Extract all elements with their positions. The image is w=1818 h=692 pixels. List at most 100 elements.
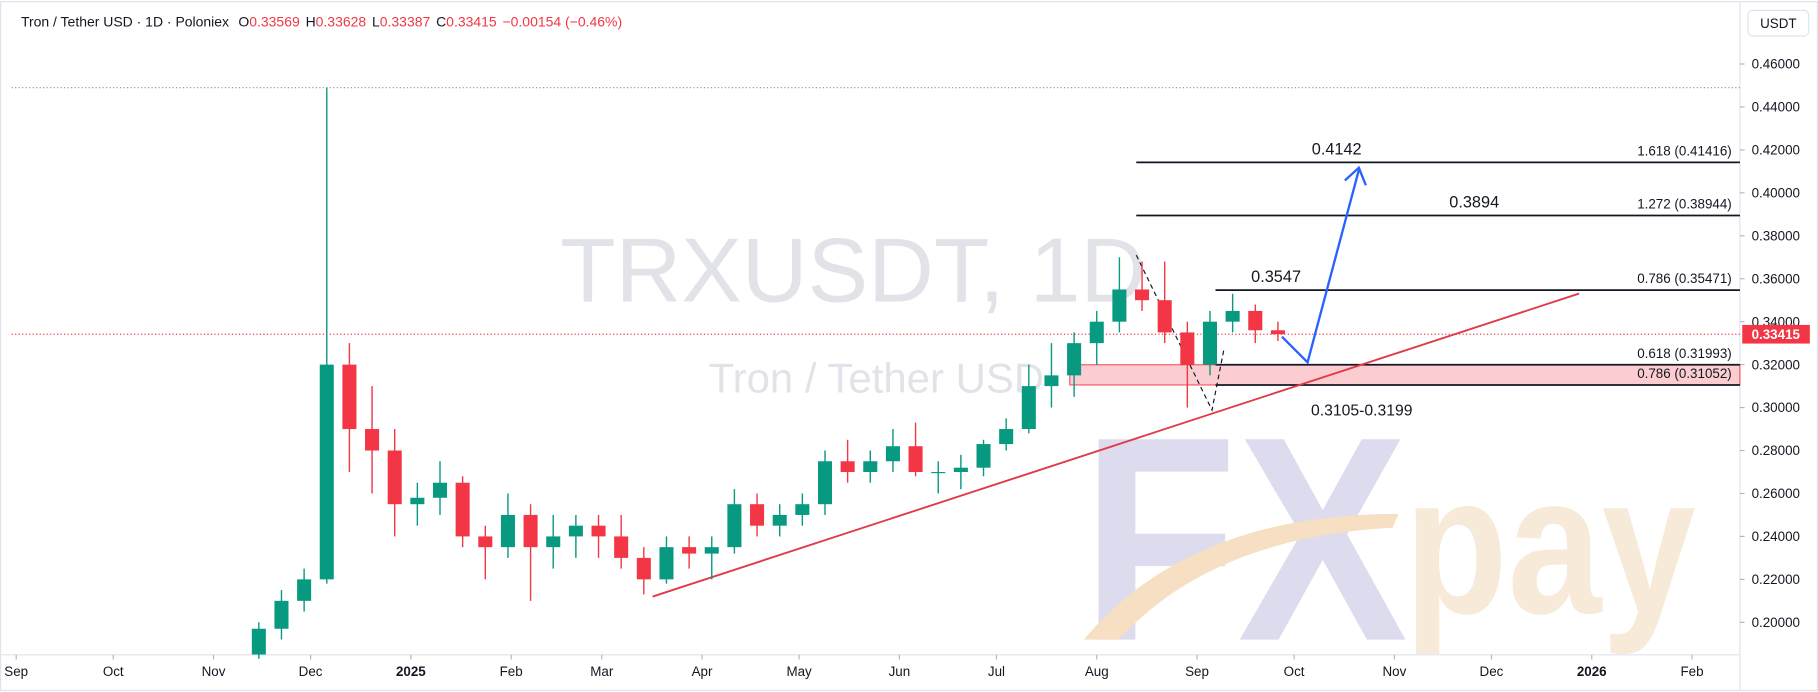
watermark-subtitle: Tron / Tether USD xyxy=(709,355,1045,402)
candle-body xyxy=(568,525,583,537)
x-tick-label: Jun xyxy=(889,664,911,679)
candle-body xyxy=(1180,332,1195,365)
candle-body xyxy=(387,450,402,505)
target-label: 0.3894 xyxy=(1449,193,1499,211)
candle-body xyxy=(817,461,833,505)
candle-body xyxy=(1248,310,1263,331)
trend-line xyxy=(652,292,1580,598)
ohlc-value: 0.33387 xyxy=(380,14,431,30)
candle-body xyxy=(1135,289,1150,301)
chart-title: Tron / Tether USD · 1D · Poloniex xyxy=(21,14,229,30)
x-tick-label: Nov xyxy=(1382,664,1406,679)
candle-body xyxy=(500,514,515,548)
candle-body xyxy=(297,579,312,601)
candle-body xyxy=(1270,330,1285,335)
candle-body xyxy=(591,525,606,537)
last-price-label: 0.33415 xyxy=(1752,327,1801,342)
candle-body xyxy=(1044,375,1059,387)
y-tick-label: 0.24000 xyxy=(1752,529,1800,544)
candle-body xyxy=(1112,289,1127,322)
candle-body xyxy=(908,446,923,472)
arrow-head xyxy=(1344,165,1367,186)
candle-body xyxy=(1157,300,1172,333)
candle-body xyxy=(274,600,289,629)
logo-swoosh xyxy=(1083,513,1399,640)
target-label: 0.4142 xyxy=(1312,140,1362,158)
candle-body xyxy=(614,536,629,558)
candle-body xyxy=(1225,310,1240,322)
target-label: 0.3547 xyxy=(1251,268,1301,286)
header: Tron / Tether USD · 1D · Poloniex O0.3356… xyxy=(21,14,622,30)
logo-fx: FX xyxy=(1081,376,1409,692)
x-tick-label: Feb xyxy=(500,664,523,679)
candle-body xyxy=(750,504,765,526)
axis-unit: USDT xyxy=(1760,16,1796,31)
candle-body xyxy=(251,628,266,655)
candle-body xyxy=(342,364,357,430)
candle-body xyxy=(931,471,946,474)
candle-body xyxy=(885,446,900,462)
x-tick-label: May xyxy=(786,664,812,679)
x-tick-label: Sep xyxy=(1185,664,1209,679)
x-tick-label: Sep xyxy=(4,664,28,679)
fib-label: 0.618 (0.31993) xyxy=(1637,346,1732,361)
watermark: TRXUSDT, 1D xyxy=(560,221,1146,322)
y-tick-label: 0.44000 xyxy=(1752,100,1800,115)
candle-body xyxy=(840,461,855,472)
unit-box[interactable] xyxy=(1747,9,1810,37)
y-tick-label: 0.40000 xyxy=(1752,185,1800,200)
candle-body xyxy=(704,547,719,554)
candle-body xyxy=(772,514,787,526)
fib-label: 0.786 (0.35471) xyxy=(1637,271,1732,286)
y-tick-label: 0.28000 xyxy=(1752,443,1800,458)
candle-body xyxy=(727,504,742,548)
y-tick-label: 0.26000 xyxy=(1752,486,1800,501)
candle-body xyxy=(365,429,380,451)
x-tick-label: Dec xyxy=(299,664,323,679)
candle-body xyxy=(523,514,538,548)
y-tick-label: 0.38000 xyxy=(1752,228,1800,243)
ohlc-key: H xyxy=(306,14,316,30)
x-tick-label: 2025 xyxy=(396,664,426,679)
candle-body xyxy=(432,482,448,498)
ohlc-value: 0.33628 xyxy=(316,14,367,30)
candle-body xyxy=(976,444,991,468)
last-price-box xyxy=(1742,324,1810,344)
x-tick-label: Dec xyxy=(1480,664,1504,679)
x-tick-label: 2026 xyxy=(1577,664,1607,679)
projection-arrow xyxy=(1281,169,1360,365)
x-tick-label: Jul xyxy=(988,664,1005,679)
candle-body xyxy=(999,429,1014,445)
x-tick-label: Aug xyxy=(1085,664,1109,679)
x-tick-label: Mar xyxy=(590,664,614,679)
candle-body xyxy=(953,467,968,472)
candle-body xyxy=(546,536,561,548)
change: −0.00154 (−0.46%) xyxy=(503,14,623,30)
candle-body xyxy=(410,497,425,505)
candle-body xyxy=(1202,321,1218,365)
candle-body xyxy=(682,547,697,554)
fib-label: 1.272 (0.38944) xyxy=(1637,197,1732,212)
x-tick-label: Oct xyxy=(103,664,124,679)
ohlc-key: O xyxy=(238,14,249,30)
y-tick-label: 0.32000 xyxy=(1752,357,1800,372)
candle-body xyxy=(659,547,674,580)
y-tick-label: 0.46000 xyxy=(1752,57,1800,72)
candle-body xyxy=(455,482,470,537)
candle-body xyxy=(1067,343,1082,376)
y-tick-label: 0.36000 xyxy=(1752,271,1800,286)
logo-pay: pay xyxy=(1404,434,1695,655)
y-tick-label: 0.42000 xyxy=(1752,143,1800,158)
ohlc-value: 0.33569 xyxy=(249,14,300,30)
candle-body xyxy=(319,364,334,580)
x-tick-label: Apr xyxy=(692,664,713,679)
y-tick-label: 0.30000 xyxy=(1752,400,1800,415)
candle-body xyxy=(1021,386,1036,430)
ohlc-key: L xyxy=(372,14,380,30)
x-tick-label: Feb xyxy=(1680,664,1703,679)
candle-body xyxy=(1089,321,1104,344)
watermark-logo: FX pay xyxy=(1081,376,1695,692)
ohlc-key: C xyxy=(436,14,446,30)
